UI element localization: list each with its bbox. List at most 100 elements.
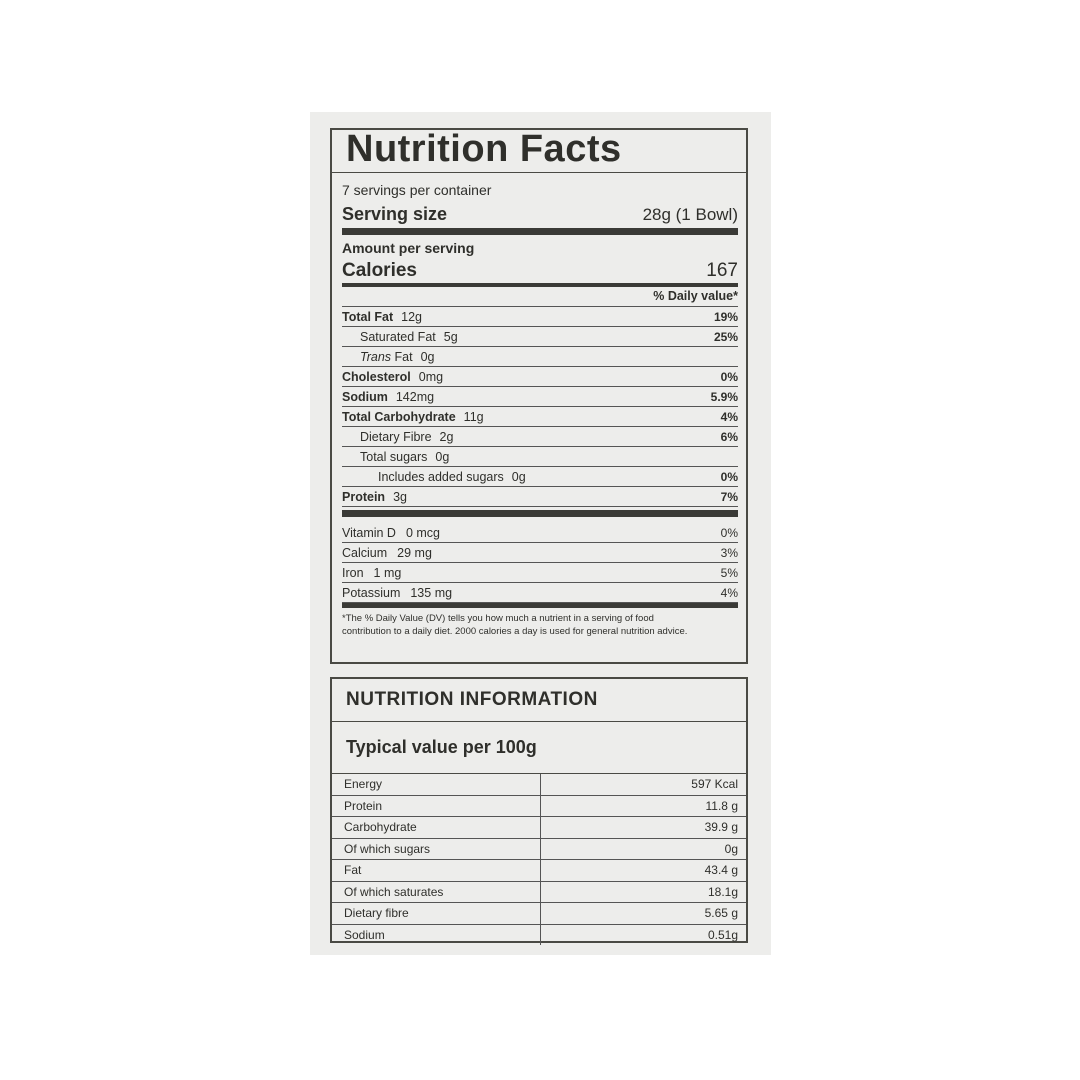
info-row-value: 0g — [724, 841, 738, 856]
amount-per-serving: Amount per serving — [342, 240, 475, 256]
mineral-daily-value: 3% — [720, 545, 738, 560]
nutrient-name: Trans Fat — [360, 349, 413, 364]
nutrient-row: Total sugars 0g — [342, 447, 738, 467]
mineral-amount: 135 mg — [410, 585, 453, 600]
info-row-value: 11.8 g — [705, 798, 738, 813]
nutrition-facts-title: Nutrition Facts — [346, 128, 622, 170]
nutrient-daily-value: 7% — [720, 489, 738, 504]
nutrient-label: Dietary Fibre 2g — [342, 430, 453, 444]
nutrient-label: Cholesterol 0mg — [342, 370, 443, 384]
nutrient-amount: 0g — [435, 449, 450, 464]
mineral-amount: 1 mg — [373, 565, 402, 580]
info-row-name: Of which saturates — [332, 881, 541, 902]
nutrient-label: Total Carbohydrate 11g — [342, 410, 484, 424]
info-row-value: 5.65 g — [704, 906, 738, 921]
nutrient-daily-value: 0% — [720, 469, 738, 484]
info-table-row: Protein 11.8 g — [332, 795, 746, 817]
nutrition-information-panel: NUTRITION INFORMATION Typical value per … — [330, 677, 748, 945]
nutrient-amount: 11g — [463, 409, 484, 424]
calories-row: Calories 167 — [342, 260, 738, 282]
nutrition-information-table: Energy 597 Kcal Protein 11.8 g Carbohydrate 3… — [332, 773, 746, 945]
nutrient-amount: 142mg — [395, 389, 435, 404]
mineral-label: Iron 1 mg — [342, 566, 401, 580]
nutrient-row: Saturated Fat 5g 25% — [342, 327, 738, 347]
info-row-value: 597 Kcal — [691, 777, 738, 792]
mineral-label: Potassium 135 mg — [342, 586, 452, 600]
nutrient-amount: 0mg — [418, 369, 444, 384]
serving-size-row: Serving size 28g (1 Bowl) — [342, 204, 738, 225]
thick-divider — [342, 510, 738, 517]
info-row-name: Carbohydrate — [332, 817, 541, 838]
nutrient-row: Trans Fat 0g — [342, 347, 738, 367]
footnote: *The % Daily Value (DV) tells you how mu… — [342, 613, 688, 637]
nutrient-row: Includes added sugars 0g 0% — [342, 467, 738, 487]
info-table-row: Dietary fibre 5.65 g — [332, 903, 746, 925]
nutrient-daily-value: 19% — [713, 309, 738, 324]
mineral-daily-value: 4% — [720, 585, 738, 600]
daily-value-header: % Daily value* — [653, 289, 738, 303]
nutrient-daily-value: 6% — [720, 429, 738, 444]
info-table-row: Fat 43.4 g — [332, 860, 746, 882]
nutrient-label: Total sugars 0g — [342, 450, 449, 464]
mineral-row: Iron 1 mg 5% — [342, 563, 738, 583]
nutrient-daily-value: 25% — [713, 329, 738, 344]
nutrition-facts-title-row: Nutrition Facts — [332, 128, 746, 173]
nutrient-row: Dietary Fibre 2g 6% — [342, 427, 738, 447]
nutrient-list: Total Fat 12g 19% Saturated Fat 5g 25% Trans F… — [342, 306, 738, 507]
nutrient-name: Total Fat — [342, 309, 394, 324]
serving-size-value: 28g (1 Bowl) — [642, 205, 738, 224]
mineral-name: Potassium — [342, 585, 401, 600]
calories-value: 167 — [706, 260, 738, 281]
nutrient-amount: 5g — [443, 329, 458, 344]
mineral-name: Vitamin D — [342, 525, 396, 540]
mineral-row: Potassium 135 mg 4% — [342, 583, 738, 603]
info-row-value: 39.9 g — [704, 820, 738, 835]
nutrient-name: Sodium — [342, 389, 388, 404]
nutrient-name: Cholesterol — [342, 369, 411, 384]
servings-per-container: 7 servings per container — [342, 182, 492, 198]
mineral-amount: 29 mg — [397, 545, 432, 560]
nutrient-row: Protein 3g 7% — [342, 487, 738, 507]
mineral-list: Vitamin D 0 mcg 0% Calcium 29 mg 3% Iron 1 mg 5%… — [342, 523, 738, 603]
typical-value-subtitle: Typical value per 100g — [346, 737, 537, 757]
nutrient-name: Protein — [342, 489, 386, 504]
mineral-label: Calcium 29 mg — [342, 546, 432, 560]
nutrient-daily-value: 0% — [720, 369, 738, 384]
nutrient-label: Includes added sugars 0g — [342, 470, 526, 484]
serving-size-label: Serving size — [342, 204, 448, 224]
trans-italic: Trans — [360, 349, 392, 364]
info-row-name: Of which sugars — [332, 838, 541, 859]
calories-label: Calories — [342, 260, 417, 281]
nutrient-row: Cholesterol 0mg 0% — [342, 367, 738, 387]
info-row-value: 0.51g — [707, 927, 738, 942]
info-row-name: Sodium — [332, 924, 541, 945]
info-row-name: Fat — [332, 860, 541, 881]
info-table-row: Of which sugars 0g — [332, 838, 746, 860]
nutrient-label: Saturated Fat 5g — [342, 330, 458, 344]
info-table-row: Carbohydrate 39.9 g — [332, 817, 746, 839]
nutrient-name: Includes added sugars — [378, 469, 504, 484]
info-row-name: Dietary fibre — [332, 903, 541, 924]
mineral-row: Vitamin D 0 mcg 0% — [342, 523, 738, 543]
info-table-row: Sodium 0.51g — [332, 924, 746, 945]
info-row-value: 43.4 g — [704, 863, 738, 878]
nutrient-row: Total Fat 12g 19% — [342, 307, 738, 327]
nutrient-label: Total Fat 12g — [342, 310, 422, 324]
mineral-name: Calcium — [342, 545, 388, 560]
nutrition-information-title: NUTRITION INFORMATION — [346, 689, 598, 710]
mineral-label: Vitamin D 0 mcg — [342, 526, 440, 540]
nutrient-name: Dietary Fibre — [360, 429, 432, 444]
info-row-value: 18.1g — [707, 884, 738, 899]
nutrition-facts-panel: Nutrition Facts 7 servings per container… — [330, 128, 748, 664]
mineral-amount: 0 mcg — [405, 525, 441, 540]
info-table-row: Of which saturates 18.1g — [332, 881, 746, 903]
thick-divider — [342, 283, 738, 287]
mineral-name: Iron — [342, 565, 364, 580]
nutrient-daily-value: 4% — [720, 409, 738, 424]
info-row-name: Protein — [332, 795, 541, 816]
thick-divider — [342, 603, 738, 608]
nutrient-name: Total sugars — [360, 449, 428, 464]
thick-divider — [342, 228, 738, 235]
nutrient-amount: 3g — [393, 489, 407, 504]
mineral-daily-value: 5% — [720, 565, 738, 580]
